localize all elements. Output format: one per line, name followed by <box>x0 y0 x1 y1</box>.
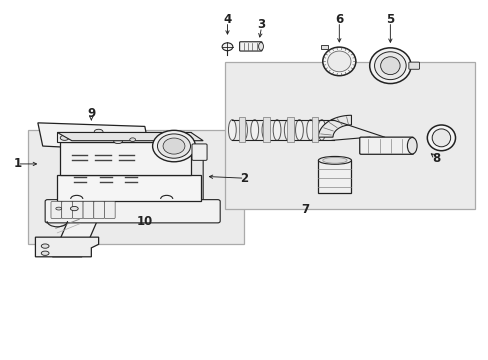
Ellipse shape <box>369 48 410 84</box>
Ellipse shape <box>56 207 61 210</box>
FancyBboxPatch shape <box>57 132 191 143</box>
Polygon shape <box>57 132 203 141</box>
Polygon shape <box>35 237 99 257</box>
Ellipse shape <box>374 52 406 80</box>
Polygon shape <box>69 202 113 210</box>
Bar <box>28 130 244 244</box>
Ellipse shape <box>129 138 135 141</box>
FancyBboxPatch shape <box>104 202 115 219</box>
Ellipse shape <box>322 157 346 163</box>
Ellipse shape <box>295 120 303 140</box>
Text: 4: 4 <box>223 13 231 26</box>
Ellipse shape <box>317 120 325 140</box>
Ellipse shape <box>70 206 78 211</box>
Ellipse shape <box>318 157 351 164</box>
FancyBboxPatch shape <box>238 117 245 143</box>
Text: 6: 6 <box>334 13 343 26</box>
Ellipse shape <box>322 47 355 76</box>
Ellipse shape <box>273 120 281 140</box>
Ellipse shape <box>60 135 69 140</box>
FancyBboxPatch shape <box>72 202 83 219</box>
FancyBboxPatch shape <box>192 144 206 160</box>
Ellipse shape <box>157 134 190 158</box>
Text: 7: 7 <box>301 203 309 216</box>
Text: 2: 2 <box>240 172 248 185</box>
Ellipse shape <box>262 120 269 140</box>
Text: 3: 3 <box>257 18 265 31</box>
FancyBboxPatch shape <box>318 160 351 193</box>
Text: 5: 5 <box>386 13 394 26</box>
Ellipse shape <box>228 120 236 140</box>
Ellipse shape <box>431 129 450 147</box>
FancyBboxPatch shape <box>61 202 72 219</box>
Ellipse shape <box>407 138 416 154</box>
FancyBboxPatch shape <box>57 175 201 202</box>
FancyBboxPatch shape <box>408 62 419 69</box>
Ellipse shape <box>94 129 103 134</box>
Polygon shape <box>191 143 203 202</box>
Bar <box>224 62 474 208</box>
FancyBboxPatch shape <box>60 143 191 175</box>
Ellipse shape <box>306 120 314 140</box>
FancyBboxPatch shape <box>94 202 104 219</box>
Ellipse shape <box>114 139 122 144</box>
Ellipse shape <box>380 57 399 75</box>
FancyBboxPatch shape <box>359 137 413 154</box>
Ellipse shape <box>163 138 184 154</box>
FancyBboxPatch shape <box>287 117 293 143</box>
FancyBboxPatch shape <box>83 202 94 219</box>
Text: 8: 8 <box>431 152 440 165</box>
Polygon shape <box>52 205 106 257</box>
FancyBboxPatch shape <box>51 202 61 219</box>
Polygon shape <box>38 123 149 152</box>
Ellipse shape <box>250 120 258 140</box>
Ellipse shape <box>152 130 195 162</box>
FancyBboxPatch shape <box>263 117 269 143</box>
Text: 9: 9 <box>87 107 95 120</box>
Ellipse shape <box>41 251 49 255</box>
Ellipse shape <box>327 51 350 72</box>
Text: 10: 10 <box>137 215 153 228</box>
Ellipse shape <box>222 43 232 51</box>
Ellipse shape <box>239 120 247 140</box>
FancyBboxPatch shape <box>320 45 327 49</box>
Ellipse shape <box>284 120 291 140</box>
Ellipse shape <box>258 42 263 50</box>
Ellipse shape <box>41 244 49 248</box>
Ellipse shape <box>427 125 455 151</box>
FancyBboxPatch shape <box>239 42 262 51</box>
FancyBboxPatch shape <box>311 117 318 143</box>
FancyBboxPatch shape <box>45 200 220 223</box>
Text: 1: 1 <box>13 157 21 170</box>
Polygon shape <box>318 115 351 137</box>
